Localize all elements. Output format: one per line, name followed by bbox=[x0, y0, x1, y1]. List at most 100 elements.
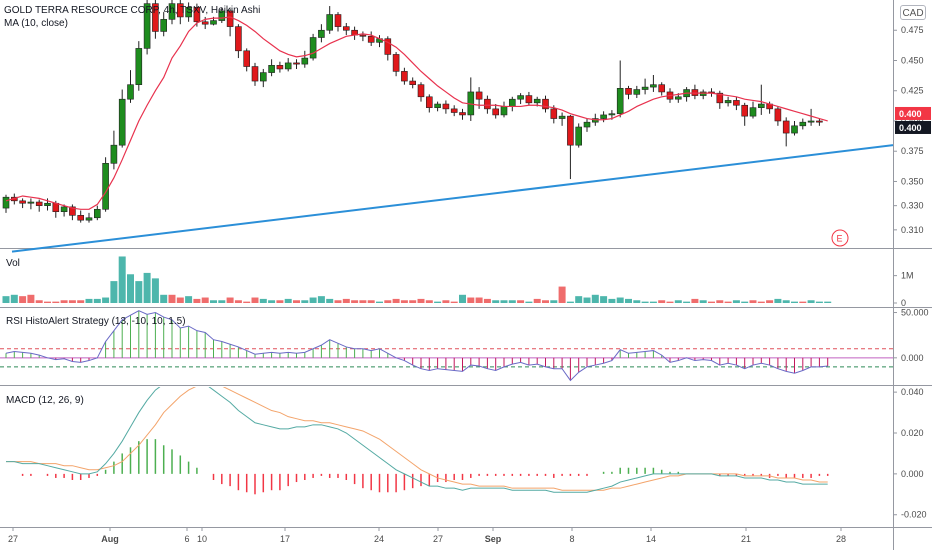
ma-price-badge bbox=[895, 106, 931, 120]
candle bbox=[118, 98, 126, 146]
candle bbox=[218, 10, 226, 21]
candle bbox=[674, 96, 682, 100]
volume-bar bbox=[782, 300, 790, 303]
candle bbox=[201, 21, 209, 25]
volume-bar bbox=[160, 294, 168, 303]
volume-bar bbox=[359, 300, 367, 303]
volume-bar bbox=[533, 298, 541, 303]
candle bbox=[185, 6, 192, 18]
rsi-tick-label: 50.000 bbox=[901, 308, 929, 318]
volume-bar bbox=[2, 296, 10, 303]
candle bbox=[367, 35, 375, 43]
volume-tick-label: 1M bbox=[901, 271, 914, 281]
currency-button[interactable]: CAD bbox=[900, 5, 926, 20]
candle bbox=[19, 200, 26, 204]
volume-bar bbox=[741, 301, 749, 303]
rsi-line bbox=[5, 310, 828, 382]
volume-bar bbox=[176, 297, 184, 303]
volume-bar bbox=[210, 300, 217, 303]
time-tick-label: 27 bbox=[8, 534, 18, 544]
candle bbox=[210, 20, 217, 25]
volume-bar bbox=[326, 298, 334, 303]
candle bbox=[168, 3, 176, 20]
volume-bar bbox=[791, 301, 798, 303]
time-tick-label: 14 bbox=[646, 534, 656, 544]
candle bbox=[160, 19, 167, 32]
volume-bar bbox=[492, 300, 500, 303]
price-tick-label: 0.375 bbox=[901, 146, 924, 156]
volume-bar bbox=[351, 300, 359, 303]
price-tick-label: 0.330 bbox=[901, 201, 924, 211]
volume-bar bbox=[317, 296, 325, 303]
volume-bar bbox=[143, 272, 151, 303]
volume-bar bbox=[93, 298, 101, 303]
candle bbox=[450, 108, 458, 113]
candle bbox=[459, 112, 466, 116]
candle bbox=[774, 108, 782, 122]
volume-bar bbox=[68, 300, 76, 303]
volume-tick-label: 0 bbox=[901, 298, 906, 308]
volume-bar bbox=[525, 301, 533, 303]
volume-bar bbox=[799, 301, 807, 303]
candle bbox=[733, 100, 740, 106]
candle bbox=[782, 120, 790, 134]
volume-bar bbox=[649, 301, 657, 303]
volume-bar bbox=[600, 296, 608, 303]
time-tick-label: 27 bbox=[433, 534, 443, 544]
volume-bar bbox=[400, 300, 408, 303]
candle bbox=[799, 121, 807, 127]
candle bbox=[567, 115, 574, 146]
time-tick-label: 8 bbox=[569, 534, 574, 544]
volume-bar bbox=[724, 301, 732, 303]
volume-bar bbox=[19, 296, 27, 303]
volume-bar bbox=[575, 296, 583, 303]
volume-bar bbox=[77, 300, 85, 303]
candle bbox=[807, 120, 815, 123]
candle bbox=[152, 3, 159, 32]
volume-bar bbox=[508, 300, 516, 303]
earnings-marker-label: E bbox=[837, 234, 843, 244]
candle bbox=[591, 118, 599, 123]
rsi-tick-label: 0.000 bbox=[901, 353, 924, 363]
macd-tick-label: 0.020 bbox=[901, 428, 924, 438]
volume-bar bbox=[517, 300, 525, 303]
ma-line bbox=[5, 16, 828, 210]
candle bbox=[641, 86, 649, 90]
candle bbox=[484, 98, 491, 110]
ma-legend: MA (10, close) bbox=[4, 18, 68, 29]
volume-bar bbox=[201, 297, 209, 303]
symbol-title: GOLD TERRA RESOURCE CORP, 4h, TSXV, Heik… bbox=[4, 5, 261, 16]
volume-bar bbox=[674, 300, 682, 303]
candle bbox=[475, 91, 483, 100]
candle bbox=[359, 34, 367, 37]
candle bbox=[616, 88, 624, 115]
volume-bar bbox=[118, 256, 126, 303]
candle bbox=[691, 89, 699, 96]
volume-bar bbox=[417, 298, 425, 303]
candle bbox=[434, 103, 441, 108]
candle bbox=[69, 206, 76, 216]
time-tick-label: 6 bbox=[184, 534, 189, 544]
candle bbox=[52, 202, 60, 213]
volume-bar bbox=[284, 298, 292, 303]
volume-bar bbox=[641, 301, 649, 303]
candle bbox=[326, 14, 334, 31]
volume-bar bbox=[127, 274, 134, 303]
macd-tick-label: -0.020 bbox=[901, 510, 927, 520]
volume-bar bbox=[616, 297, 624, 303]
candle bbox=[699, 91, 707, 96]
candle bbox=[102, 163, 109, 210]
time-tick-label: 17 bbox=[280, 534, 290, 544]
volume-bar bbox=[691, 298, 699, 303]
candle bbox=[293, 62, 300, 65]
time-tick-label: Aug bbox=[101, 534, 119, 544]
candle bbox=[533, 98, 541, 104]
ma-price-badge-label: 0.400 bbox=[899, 109, 922, 119]
candle bbox=[542, 98, 549, 110]
volume-bar bbox=[376, 301, 383, 303]
candle bbox=[716, 92, 724, 104]
time-tick-label: 10 bbox=[197, 534, 207, 544]
price-tick-label: 0.475 bbox=[901, 25, 924, 35]
volume-bar bbox=[135, 281, 143, 303]
